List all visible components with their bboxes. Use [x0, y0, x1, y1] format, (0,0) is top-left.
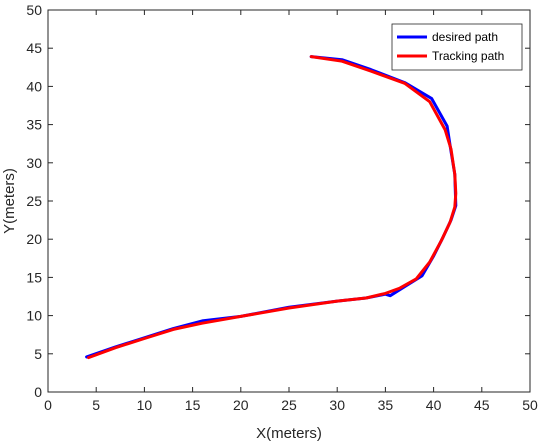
y-tick-label: 50 — [26, 2, 42, 18]
series-layer — [85, 55, 458, 360]
y-tick-label: 10 — [26, 308, 42, 324]
x-tick-label: 25 — [281, 397, 297, 413]
series-line-desired-path — [85, 55, 458, 359]
x-tick-label: 50 — [522, 397, 538, 413]
y-axis-ticks: 0 5 10 15 20 25 30 35 40 45 50 — [26, 2, 530, 400]
x-axis-ticks: 0 5 10 15 20 25 30 35 40 45 50 — [44, 10, 538, 413]
y-tick-label: 40 — [26, 78, 42, 94]
y-tick-label: 45 — [26, 40, 42, 56]
x-tick-label: 10 — [137, 397, 153, 413]
y-tick-label: 25 — [26, 193, 42, 209]
legend-label-desired-path: desired path — [432, 30, 498, 44]
x-tick-label: 20 — [233, 397, 249, 413]
legend-box — [391, 23, 523, 71]
x-tick-label: 40 — [426, 397, 442, 413]
x-tick-label: 15 — [185, 397, 201, 413]
legend: desired path Tracking path — [391, 23, 523, 71]
y-tick-label: 35 — [26, 117, 42, 133]
y-tick-label: 30 — [26, 155, 42, 171]
y-tick-label: 5 — [34, 346, 42, 362]
x-tick-label: 35 — [378, 397, 394, 413]
legend-label-tracking-path: Tracking path — [432, 49, 504, 63]
x-axis-label: X(meters) — [256, 425, 322, 442]
x-tick-label: 30 — [329, 397, 345, 413]
x-tick-label: 5 — [92, 397, 100, 413]
plot-area — [48, 10, 530, 392]
x-tick-label: 45 — [474, 397, 490, 413]
axes-box — [47, 9, 531, 393]
x-tick-label: 0 — [44, 397, 52, 413]
y-tick-label: 0 — [34, 384, 42, 400]
series-line-tracking-path — [87, 55, 458, 360]
y-tick-label: 15 — [26, 269, 42, 285]
y-axis-label: Y(meters) — [1, 168, 18, 234]
y-tick-label: 20 — [26, 231, 42, 247]
